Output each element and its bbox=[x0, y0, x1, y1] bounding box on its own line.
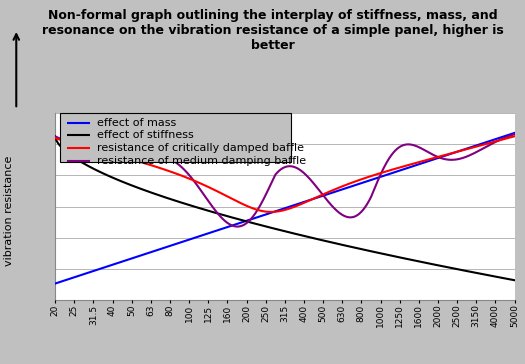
Text: effect of mass: effect of mass bbox=[97, 118, 176, 128]
FancyBboxPatch shape bbox=[60, 113, 291, 162]
Text: resistance of medium damping baffle: resistance of medium damping baffle bbox=[97, 156, 307, 166]
Text: vibration resistance: vibration resistance bbox=[4, 156, 15, 266]
Text: Non-formal graph outlining the interplay of stiffness, mass, and
resonance on th: Non-formal graph outlining the interplay… bbox=[42, 9, 504, 52]
Text: effect of stiffness: effect of stiffness bbox=[97, 130, 194, 141]
Text: resistance of critically damped baffle: resistance of critically damped baffle bbox=[97, 143, 304, 153]
